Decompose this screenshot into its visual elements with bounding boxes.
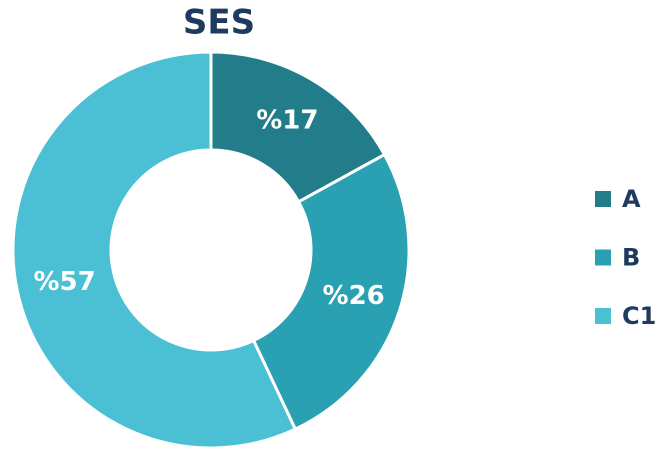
donut-slice	[251, 152, 411, 432]
value-label: %57	[33, 267, 95, 297]
legend-swatch	[595, 249, 611, 266]
donut-slice	[11, 50, 298, 450]
value-label: %26	[323, 281, 385, 311]
donut-slice	[209, 50, 387, 204]
legend-swatch	[595, 308, 611, 324]
legend-label: A	[622, 185, 641, 213]
legend-label: B	[622, 244, 640, 272]
value-label: %17	[256, 105, 318, 135]
chart-title: SES	[183, 3, 255, 43]
legend-label: C1	[622, 302, 656, 330]
legend-swatch	[595, 191, 611, 207]
